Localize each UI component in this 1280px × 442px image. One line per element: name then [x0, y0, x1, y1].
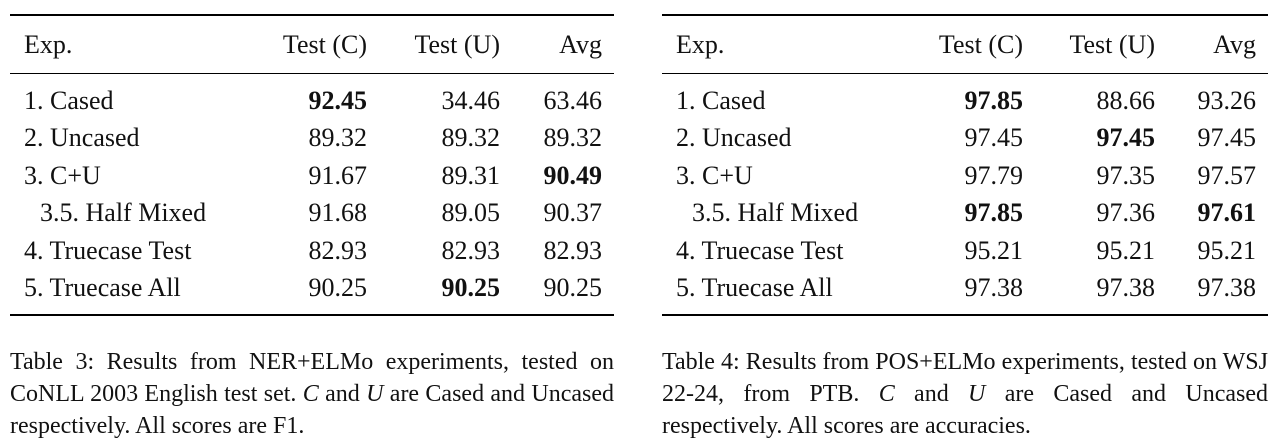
caption-text-pre: Table 4: Results from POS+ELMo experimen…: [662, 348, 1268, 407]
experiment-cell: 3.5. Half Mixed: [692, 198, 859, 227]
header-row: Exp. Test (C) Test (U) Avg: [10, 15, 614, 73]
caption-variable-c: C: [302, 380, 319, 407]
avg-cell: 97.61: [1197, 198, 1257, 227]
test-c-cell: 97.85: [964, 198, 1024, 227]
table-row: 3. C+U 97.79 97.35 97.57: [662, 157, 1268, 195]
test-c-cell: 97.85: [964, 85, 1024, 115]
experiment-cell: 1. Cased: [24, 85, 114, 115]
caption-text-post: are Cased and Uncased respectively. All …: [10, 380, 615, 439]
table-3-panel: Exp. Test (C) Test (U) Avg 1. Cased 92.45…: [10, 14, 614, 442]
table-caption: Table 3: Results from NER+ELMo experimen…: [10, 346, 614, 442]
test-u-cell: 97.36: [1096, 198, 1156, 227]
avg-cell: 82.93: [543, 235, 603, 265]
test-u-cell: 88.66: [1096, 85, 1156, 115]
experiment-cell: 4. Truecase Test: [24, 235, 192, 265]
experiment-cell: 5. Truecase All: [676, 273, 833, 302]
test-c-cell: 91.68: [308, 198, 368, 227]
table-row: 2. Uncased 97.45 97.45 97.45: [662, 119, 1268, 157]
results-table: Exp. Test (C) Test (U) Avg 1. Cased 97.85…: [662, 14, 1268, 316]
avg-cell: 90.49: [543, 160, 603, 190]
avg-cell: 97.38: [1197, 273, 1257, 302]
experiment-cell: 1. Cased: [676, 85, 766, 115]
column-header-test-c: Test (C): [938, 30, 1023, 59]
test-c-cell: 89.32: [308, 123, 368, 152]
test-u-cell: 34.46: [441, 85, 501, 115]
test-u-cell: 82.93: [441, 235, 501, 265]
test-u-cell: 97.38: [1096, 273, 1156, 302]
test-c-cell: 82.93: [308, 235, 368, 265]
test-c-cell: 91.67: [308, 160, 368, 190]
avg-cell: 90.37: [543, 198, 603, 227]
experiment-cell: 5. Truecase All: [24, 273, 181, 302]
column-header-exp: Exp.: [24, 30, 73, 59]
test-u-cell: 89.31: [441, 160, 501, 190]
caption-variable-u: U: [366, 380, 384, 407]
experiment-cell: 2. Uncased: [676, 123, 792, 152]
caption-variable-c: C: [878, 380, 895, 407]
column-header-test-c: Test (C): [282, 30, 367, 59]
experiment-cell: 3. C+U: [676, 160, 753, 190]
avg-cell: 63.46: [543, 85, 603, 115]
test-c-cell: 92.45: [308, 85, 368, 115]
experiment-cell: 3. C+U: [24, 160, 101, 190]
avg-cell: 95.21: [1197, 235, 1257, 265]
test-u-cell: 89.32: [441, 123, 501, 152]
table-caption: Table 4: Results from POS+ELMo experimen…: [662, 346, 1268, 442]
table-row: 2. Uncased 89.32 89.32 89.32: [10, 119, 614, 157]
avg-cell: 97.57: [1197, 160, 1257, 190]
avg-cell: 90.25: [543, 273, 603, 302]
column-header-avg: Avg: [559, 30, 602, 59]
test-c-cell: 97.79: [964, 160, 1024, 190]
column-header-test-u: Test (U): [414, 30, 500, 59]
caption-text-pre: Table 3: Results from NER+ELMo experimen…: [10, 348, 614, 407]
results-table: Exp. Test (C) Test (U) Avg 1. Cased 92.45…: [10, 14, 614, 316]
table-row: 3. C+U 91.67 89.31 90.49: [10, 157, 614, 195]
table-row: 5. Truecase All 90.25 90.25 90.25: [10, 269, 614, 315]
table-row: 3.5. Half Mixed 91.68 89.05 90.37: [10, 194, 614, 232]
test-u-cell: 97.45: [1096, 123, 1156, 152]
caption-text-mid: and: [318, 380, 367, 407]
test-u-cell: 97.35: [1096, 160, 1156, 190]
header-row: Exp. Test (C) Test (U) Avg: [662, 15, 1268, 73]
test-u-cell: 89.05: [441, 198, 501, 227]
column-header-exp: Exp.: [676, 30, 725, 59]
test-c-cell: 90.25: [308, 273, 368, 302]
column-header-avg: Avg: [1213, 30, 1256, 59]
table-row: 3.5. Half Mixed 97.85 97.36 97.61: [662, 194, 1268, 232]
experiment-cell: 3.5. Half Mixed: [40, 198, 207, 227]
table-row: 5. Truecase All 97.38 97.38 97.38: [662, 269, 1268, 315]
table-4-panel: Exp. Test (C) Test (U) Avg 1. Cased 97.85…: [662, 14, 1268, 442]
table-row: 4. Truecase Test 82.93 82.93 82.93: [10, 232, 614, 270]
test-c-cell: 97.45: [964, 123, 1024, 152]
avg-cell: 93.26: [1197, 85, 1257, 115]
caption-text-mid: and: [894, 380, 969, 407]
test-c-cell: 95.21: [964, 235, 1024, 265]
table-row: 4. Truecase Test 95.21 95.21 95.21: [662, 232, 1268, 270]
test-u-cell: 95.21: [1096, 235, 1156, 265]
caption-text-post: are Cased and Uncased respectively. All …: [662, 380, 1268, 439]
test-c-cell: 97.38: [964, 273, 1024, 302]
avg-cell: 97.45: [1197, 123, 1257, 152]
experiment-cell: 4. Truecase Test: [676, 235, 844, 265]
table-row: 1. Cased 92.45 34.46 63.46: [10, 73, 614, 119]
avg-cell: 89.32: [543, 123, 603, 152]
experiment-cell: 2. Uncased: [24, 123, 140, 152]
caption-variable-u: U: [968, 380, 986, 407]
test-u-cell: 90.25: [441, 273, 501, 302]
table-row: 1. Cased 97.85 88.66 93.26: [662, 73, 1268, 119]
column-header-test-u: Test (U): [1069, 30, 1155, 59]
